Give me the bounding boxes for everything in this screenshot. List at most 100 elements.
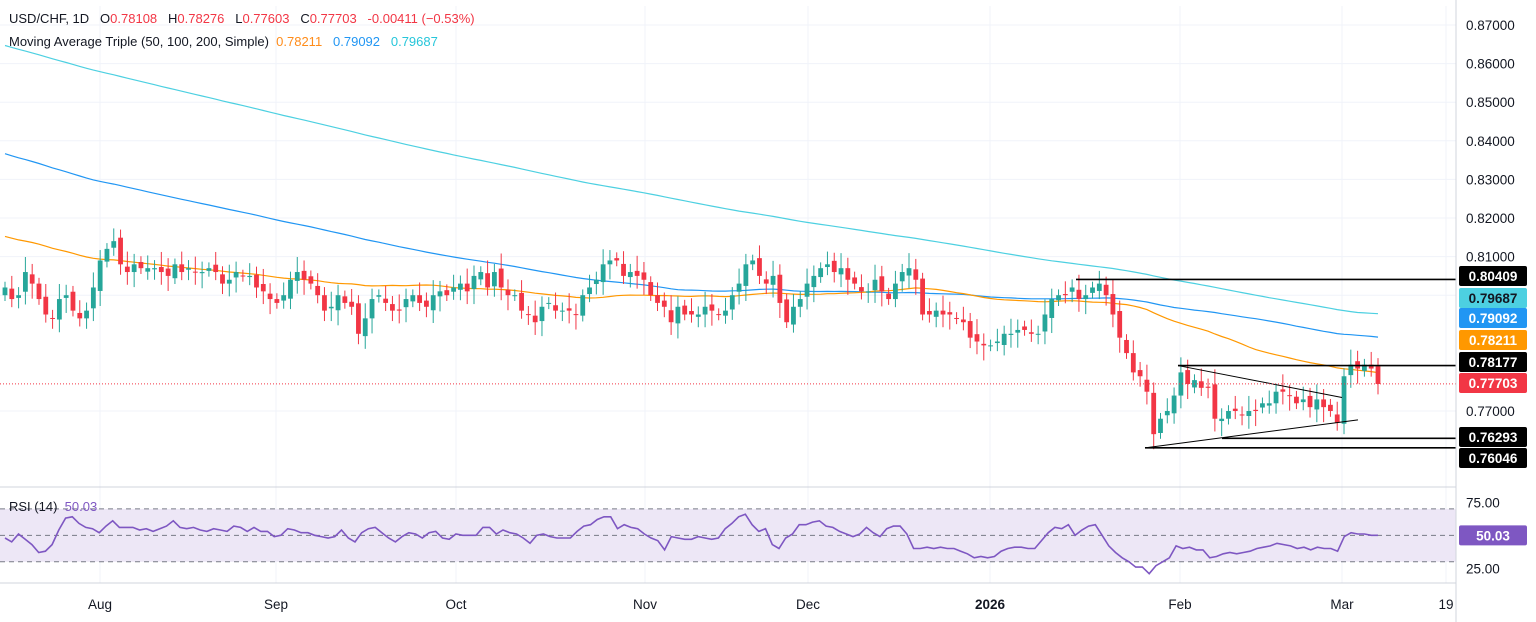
candle-body [70, 291, 76, 311]
symbol-label: USD/CHF, 1D [9, 11, 90, 26]
candle-body [301, 270, 307, 280]
rsi-label-box [1459, 525, 1527, 546]
candle-body [199, 272, 205, 274]
candle-body [777, 274, 783, 303]
candle-body [865, 291, 871, 293]
candle-body [152, 268, 157, 270]
price-label-text: 0.76046 [1469, 451, 1518, 466]
candle-body [328, 306, 334, 309]
candle-body [811, 275, 817, 288]
x-tick-label: Mar [1330, 597, 1354, 612]
candle-body [614, 258, 620, 261]
candle-body [369, 299, 375, 319]
candle-body [376, 295, 382, 297]
price-label-text: 0.79687 [1469, 291, 1518, 306]
candle-body [16, 295, 21, 298]
horizontal-levels [0, 278, 1456, 449]
candle-body [1314, 399, 1320, 410]
candle-body [573, 314, 579, 316]
rsi-tick-label: 75.00 [1466, 495, 1500, 510]
candle-body [1280, 389, 1286, 392]
candle-body [233, 272, 239, 278]
candle-body [1090, 287, 1095, 293]
candle-body [587, 287, 592, 295]
candle-body [213, 264, 219, 273]
candle-body [702, 306, 708, 315]
candle-body [757, 258, 762, 276]
candle-body [736, 283, 742, 292]
candle-body [1069, 287, 1075, 292]
ma50-value: 0.78211 [276, 34, 323, 49]
price-label-text: 0.77703 [1469, 376, 1518, 391]
candle-body [852, 277, 858, 284]
candle-body [172, 264, 178, 279]
candle-body [104, 248, 110, 262]
candle-body [403, 299, 409, 308]
low-key: L [235, 11, 243, 26]
candle-body [525, 314, 531, 316]
candle-body [559, 310, 565, 312]
y-tick-label: 0.84000 [1466, 134, 1515, 149]
candle-body [288, 279, 293, 299]
candle-body [899, 272, 905, 282]
candle-body [1307, 395, 1313, 408]
candle-body [240, 275, 246, 277]
candle-body [437, 291, 443, 297]
candle-body [247, 275, 253, 278]
candle-body [1246, 411, 1252, 417]
candle-body [1375, 366, 1381, 384]
candle-body [532, 315, 538, 323]
candle-body [1117, 311, 1123, 338]
candle-body [186, 268, 191, 270]
rsi-panel [0, 508, 1456, 563]
rsi-title: RSI (14) [9, 499, 58, 514]
candle-body [356, 303, 361, 334]
candle-body [430, 295, 436, 311]
candle-body [1062, 294, 1068, 296]
candle-body [580, 295, 586, 316]
candle-body [1076, 289, 1082, 300]
candle-body [1042, 314, 1048, 332]
candle-body [145, 268, 151, 272]
candle-body [471, 275, 477, 290]
candle-body [967, 321, 973, 338]
open-value: 0.78108 [110, 11, 158, 26]
candle-body [2, 287, 8, 296]
candle-body [743, 264, 749, 286]
price-label-text: 0.76293 [1469, 430, 1518, 445]
trendline-upper [1177, 365, 1343, 398]
candle-body [960, 319, 966, 323]
low-value: 0.77603 [242, 11, 290, 26]
close-key: C [300, 11, 310, 26]
candle-body [512, 295, 518, 297]
candle-body [118, 237, 123, 265]
candle-body [641, 272, 647, 280]
candle-body [994, 341, 1000, 344]
candle-body [97, 260, 103, 291]
candle-body [308, 276, 314, 284]
candle-body [1130, 353, 1136, 373]
candle-body [974, 334, 980, 342]
moving-average-lines [4, 44, 1379, 374]
x-tick-label: Feb [1168, 597, 1191, 612]
candle-body [491, 272, 497, 287]
candle-body [1232, 408, 1238, 411]
price-label-box [1459, 373, 1527, 393]
candle-body [1185, 370, 1191, 384]
ohlc-legend: USD/CHF, 1D O0.78108 H0.78276 L0.77603 C… [9, 11, 475, 27]
candle-body [1083, 295, 1089, 300]
candle-body [315, 285, 321, 296]
ma100-line [4, 153, 1379, 338]
candle-body [1341, 376, 1347, 424]
candle-body [818, 268, 824, 278]
price-label-box [1459, 352, 1527, 372]
candle-body [43, 296, 49, 315]
candle-body [179, 264, 185, 273]
candle-body [709, 304, 715, 311]
candle-body [981, 343, 987, 346]
candle-body [1253, 409, 1259, 411]
candle-body [485, 273, 490, 288]
candle-body [464, 283, 470, 292]
price-label-text: 0.78211 [1469, 333, 1518, 348]
